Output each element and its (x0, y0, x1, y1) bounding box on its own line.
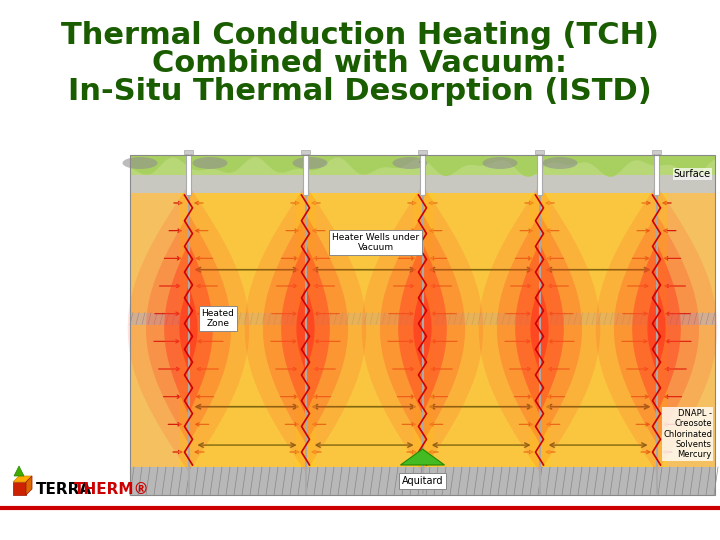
Text: Heated
Zone: Heated Zone (202, 309, 234, 328)
Polygon shape (595, 185, 717, 472)
Text: TERRA: TERRA (36, 483, 92, 497)
Bar (301, 150, 310, 154)
Bar (130, 155, 715, 495)
Polygon shape (413, 193, 549, 467)
Polygon shape (531, 286, 549, 372)
Polygon shape (297, 286, 315, 372)
Polygon shape (245, 185, 366, 472)
Bar (130, 155, 715, 175)
Bar (303, 151, 308, 195)
Ellipse shape (192, 157, 228, 169)
Ellipse shape (482, 157, 518, 169)
Text: Thermal Conduction Heating (TCH): Thermal Conduction Heating (TCH) (61, 21, 659, 50)
Bar (130, 467, 715, 495)
Polygon shape (130, 155, 715, 177)
Text: DNAPL -
Creosote
Chlorinated
Solvents
Mercury: DNAPL - Creosote Chlorinated Solvents Me… (663, 409, 712, 460)
Polygon shape (295, 193, 433, 467)
Bar (130, 155, 715, 193)
Polygon shape (13, 476, 32, 482)
Text: Aquitard: Aquitard (402, 476, 444, 486)
Polygon shape (361, 185, 483, 472)
Text: THERM®: THERM® (74, 483, 150, 497)
Polygon shape (179, 193, 315, 467)
Bar (535, 150, 544, 154)
Bar (652, 150, 661, 154)
Polygon shape (479, 185, 600, 472)
Ellipse shape (392, 157, 428, 169)
Polygon shape (413, 286, 431, 372)
Bar (184, 150, 193, 154)
Polygon shape (263, 214, 348, 443)
Text: Surface: Surface (674, 169, 711, 179)
Bar (420, 151, 425, 195)
Polygon shape (529, 193, 667, 467)
Polygon shape (14, 466, 24, 476)
Polygon shape (632, 242, 681, 415)
Bar (130, 313, 715, 325)
Text: In-Situ Thermal Desorption (ISTD): In-Situ Thermal Desorption (ISTD) (68, 77, 652, 105)
Ellipse shape (292, 157, 328, 169)
Polygon shape (127, 185, 249, 472)
Bar (130, 155, 715, 495)
Bar (13, 482, 26, 495)
Bar (186, 151, 191, 195)
Polygon shape (400, 449, 444, 465)
Polygon shape (146, 214, 231, 443)
Bar (654, 151, 659, 195)
Polygon shape (614, 214, 699, 443)
Polygon shape (497, 214, 582, 443)
Polygon shape (516, 242, 564, 415)
Polygon shape (398, 242, 447, 415)
Bar (537, 151, 542, 195)
Polygon shape (282, 242, 330, 415)
Bar (418, 150, 427, 154)
Text: Combined with Vacuum:: Combined with Vacuum: (153, 49, 567, 78)
Polygon shape (647, 286, 665, 372)
Ellipse shape (542, 157, 577, 169)
Polygon shape (179, 286, 197, 372)
Ellipse shape (122, 157, 158, 169)
Polygon shape (380, 214, 465, 443)
Text: Heater Wells under
Vacuum: Heater Wells under Vacuum (332, 233, 419, 252)
Polygon shape (164, 242, 213, 415)
Polygon shape (26, 476, 32, 495)
